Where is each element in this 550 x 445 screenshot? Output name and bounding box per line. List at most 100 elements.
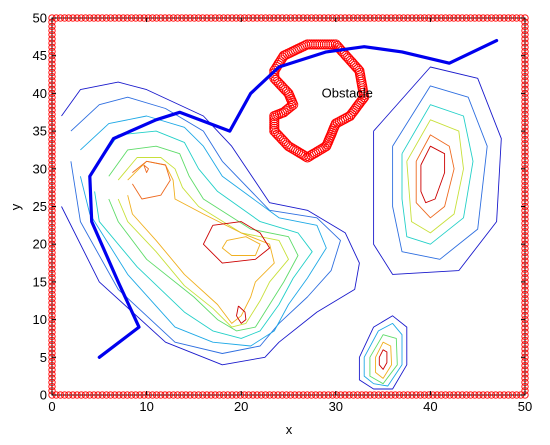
boundary-marker: [48, 282, 56, 290]
boundary-marker: [475, 391, 483, 399]
boundary-marker: [48, 328, 56, 336]
contour-line: [143, 164, 149, 174]
boundary-marker: [521, 345, 529, 353]
boundary-marker: [48, 219, 56, 227]
boundary-marker: [475, 14, 483, 22]
boundary-marker: [374, 391, 383, 399]
contour-lines: [61, 66, 502, 390]
boundary-marker: [48, 177, 56, 186]
obstacle-marker: [304, 151, 315, 162]
boundary-marker: [521, 81, 529, 89]
boundary-marker: [48, 311, 56, 320]
boundary-marker: [521, 265, 529, 273]
boundary-marker: [136, 391, 144, 399]
boundary-marker: [521, 148, 529, 156]
boundary-marker: [253, 391, 261, 399]
boundary-marker: [521, 328, 529, 336]
boundary-marker: [270, 14, 278, 22]
contour-line: [373, 66, 502, 275]
obstacle-marker: [277, 52, 288, 63]
boundary-marker: [152, 391, 161, 399]
boundary-marker: [487, 391, 496, 399]
boundary-marker: [48, 349, 56, 357]
obstacle-marker: [269, 115, 280, 126]
boundary-marker: [291, 391, 299, 399]
boundary-marker: [483, 391, 491, 399]
obstacle-marker: [324, 39, 335, 50]
boundary-marker: [391, 391, 399, 399]
boundary-marker: [261, 14, 270, 22]
boundary-marker: [521, 299, 529, 307]
boundary-marker: [266, 391, 274, 399]
boundary-marker: [420, 14, 429, 22]
boundary-marker: [140, 391, 148, 399]
boundary-marker: [437, 14, 445, 22]
boundary-marker: [77, 14, 85, 22]
boundary-marker: [366, 391, 374, 399]
boundary-marker: [353, 391, 362, 399]
contour-line: [108, 145, 299, 332]
boundary-marker: [48, 345, 56, 353]
obstacle-marker: [319, 39, 330, 50]
boundary-marker: [341, 391, 349, 399]
y-tick-label: 20: [33, 237, 47, 252]
boundary-marker: [48, 190, 56, 198]
boundary-marker: [521, 181, 529, 190]
boundary-marker: [324, 391, 332, 399]
boundary-marker: [48, 181, 56, 190]
obstacle-marker: [269, 123, 280, 134]
boundary-marker: [102, 391, 111, 399]
boundary-marker: [446, 14, 454, 22]
boundary-marker: [48, 357, 56, 366]
obstacle-marker: [352, 100, 363, 111]
boundary-marker: [416, 14, 425, 22]
boundary-marker: [521, 64, 529, 72]
boundary-marker: [48, 110, 56, 118]
annotation-label: Obstacle: [322, 85, 373, 100]
boundary-marker: [521, 85, 529, 93]
boundary-marker: [521, 26, 529, 35]
boundary-marker: [48, 244, 56, 253]
boundary-marker: [224, 14, 232, 22]
boundary-marker: [203, 14, 211, 22]
boundary-marker: [270, 391, 278, 399]
boundary-marker: [282, 391, 291, 399]
boundary-marker: [391, 14, 399, 22]
boundary-marker: [56, 14, 65, 22]
boundary-marker: [157, 391, 165, 399]
contour-line: [363, 322, 403, 387]
boundary-marker: [219, 14, 228, 22]
planned-path: [88, 38, 499, 359]
boundary-marker: [471, 391, 479, 399]
boundary-marker: [48, 332, 56, 341]
boundary-marker: [94, 14, 102, 22]
boundary-marker: [48, 215, 56, 223]
boundary-marker: [521, 177, 529, 186]
boundary-marker: [236, 14, 245, 22]
boundary-marker: [521, 156, 529, 165]
obstacle-marker: [317, 39, 328, 50]
boundary-marker: [161, 391, 169, 399]
boundary-marker: [521, 114, 529, 123]
boundary-marker: [48, 85, 56, 93]
y-tick-label: 0: [40, 388, 47, 403]
boundary-marker: [500, 391, 508, 399]
boundary-marker: [521, 160, 529, 169]
boundary-marker: [98, 391, 106, 399]
boundary-marker: [77, 391, 85, 399]
annotations: Obstacle: [322, 85, 373, 100]
boundary-marker: [521, 35, 529, 43]
path-line: [88, 38, 499, 359]
boundary-marker: [169, 391, 178, 399]
obstacle-marker: [269, 68, 280, 79]
boundary-marker: [69, 391, 77, 399]
boundary-marker: [249, 14, 257, 22]
contour-line: [236, 305, 247, 324]
boundary-marker: [186, 391, 194, 399]
boundary-marker: [433, 14, 441, 22]
boundary-marker: [521, 261, 529, 269]
x-axis-label: x: [286, 422, 293, 437]
y-tick-label: 25: [33, 199, 47, 214]
boundary-marker: [190, 391, 198, 399]
boundary-marker: [165, 14, 173, 22]
